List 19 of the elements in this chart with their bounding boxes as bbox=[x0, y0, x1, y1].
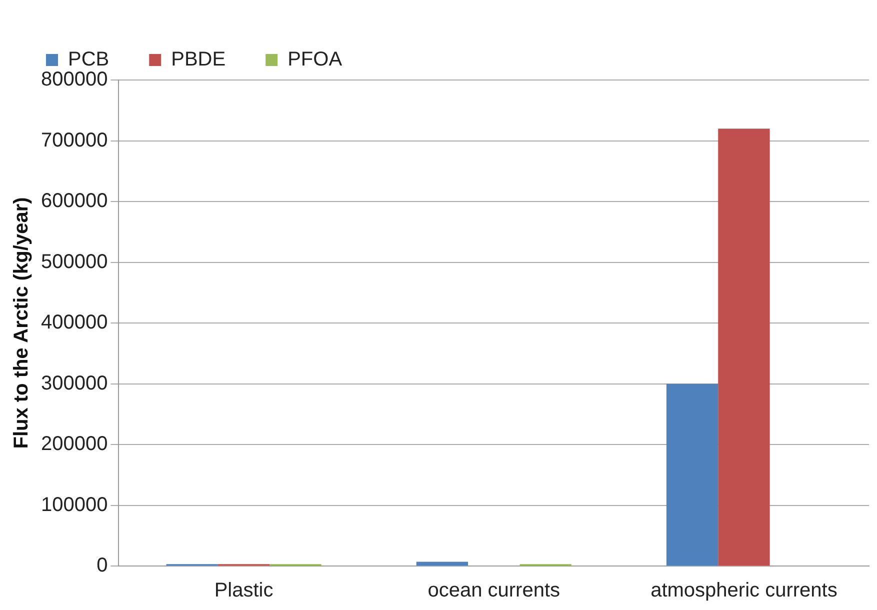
legend-label: PBDE bbox=[171, 48, 226, 71]
y-tick-label: 400000 bbox=[40, 312, 108, 334]
x-tick-label: ocean currents bbox=[428, 580, 560, 602]
y-tick-label: 600000 bbox=[40, 190, 108, 212]
y-tick-label: 700000 bbox=[40, 129, 108, 152]
legend-label: PCB bbox=[68, 48, 110, 71]
y-tick-label: 0 bbox=[96, 554, 108, 577]
y-tick-label: 300000 bbox=[40, 372, 108, 394]
bar bbox=[718, 128, 770, 566]
x-tick-label: Plastic bbox=[214, 580, 274, 602]
y-tick-label: 200000 bbox=[40, 433, 108, 456]
bar bbox=[666, 384, 718, 566]
y-tick-label: 100000 bbox=[40, 494, 108, 516]
y-axis-title: Flux to the Arctic (kg/year) bbox=[10, 197, 33, 449]
x-tick-label: atmospheric currents bbox=[650, 580, 838, 602]
y-tick-label: 500000 bbox=[40, 250, 108, 273]
y-tick-label: 800000 bbox=[40, 68, 108, 91]
legend-label: PFOA bbox=[288, 48, 343, 71]
bar bbox=[416, 562, 468, 566]
